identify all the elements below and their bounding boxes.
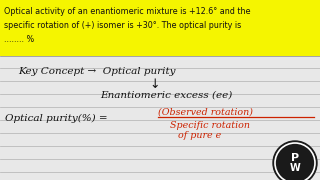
Text: ↓: ↓ <box>150 78 160 91</box>
Text: Optical purity(%) =: Optical purity(%) = <box>5 113 111 123</box>
Text: ........ %: ........ % <box>4 35 34 44</box>
Text: specific rotation of (+) isomer is +30°. The optical purity is: specific rotation of (+) isomer is +30°.… <box>4 21 241 30</box>
Text: Optical activity of an enantiomeric mixture is +12.6° and the: Optical activity of an enantiomeric mixt… <box>4 8 251 17</box>
Text: (Observed rotation): (Observed rotation) <box>158 107 253 116</box>
Circle shape <box>273 141 317 180</box>
FancyBboxPatch shape <box>0 0 320 56</box>
Text: W: W <box>290 163 300 173</box>
Text: Key Concept →  Optical purity: Key Concept → Optical purity <box>18 68 175 76</box>
Text: Specific rotation: Specific rotation <box>170 122 250 130</box>
Text: P: P <box>291 153 299 163</box>
Text: of pure e: of pure e <box>178 132 221 141</box>
Text: Enantiomeric excess (ee): Enantiomeric excess (ee) <box>100 91 232 100</box>
